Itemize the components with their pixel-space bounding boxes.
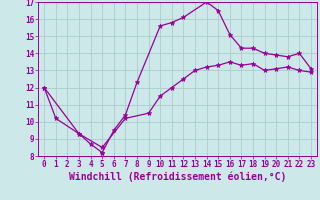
- X-axis label: Windchill (Refroidissement éolien,°C): Windchill (Refroidissement éolien,°C): [69, 172, 286, 182]
